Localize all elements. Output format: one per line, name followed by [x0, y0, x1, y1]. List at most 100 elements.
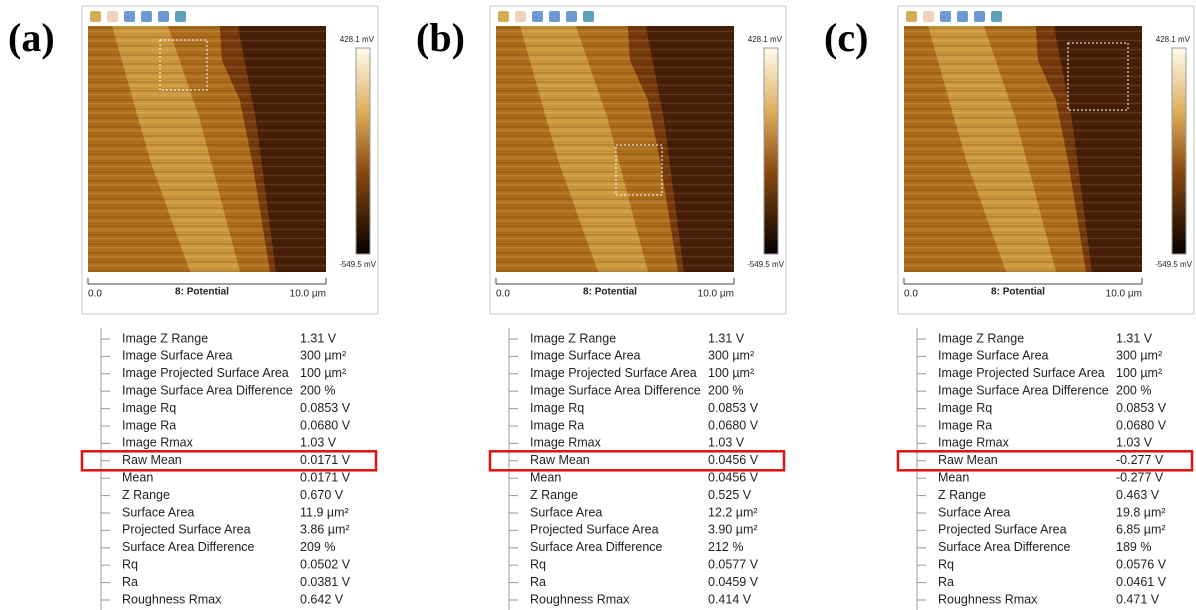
row-value: 0.0459 V	[708, 575, 759, 589]
row-name: Image Surface Area	[530, 349, 641, 363]
x-end: 10.0 µm	[698, 289, 734, 300]
row-value: 300 µm²	[708, 349, 754, 363]
row-name: Projected Surface Area	[938, 523, 1067, 537]
row-name: Image Ra	[122, 418, 176, 432]
x-start: 0.0	[904, 289, 918, 300]
row-value: 212 %	[708, 540, 743, 554]
toolbar-icon	[906, 11, 917, 22]
row-value: 1.03 V	[1116, 436, 1153, 450]
channel: 8: Potential	[175, 287, 229, 298]
row-value: 300 µm²	[300, 349, 346, 363]
row-name: Image Z Range	[530, 331, 616, 345]
row-value: 0.463 V	[1116, 488, 1160, 502]
colorbar-min: -549.5 mV	[339, 260, 377, 269]
toolbar-icon	[124, 11, 135, 22]
row-value: 3.90 µm²	[708, 523, 758, 537]
row-name: Z Range	[530, 488, 578, 502]
row-name: Image Projected Surface Area	[938, 366, 1105, 380]
row-value: 1.03 V	[300, 436, 337, 450]
row-name: Image Z Range	[122, 331, 208, 345]
figure: (a) 428.1 mV -549.5 mV 0.0 8: Potential 10.0 …	[0, 0, 1196, 610]
row-value: 200 %	[1116, 383, 1151, 397]
toolbar-icon	[923, 11, 934, 22]
toolbar-icon	[549, 11, 560, 22]
row-value: 0.471 V	[1116, 592, 1160, 606]
row-value: 3.86 µm²	[300, 523, 350, 537]
row-value: 200 %	[708, 383, 743, 397]
row-name: Surface Area Difference	[122, 540, 255, 554]
row-name: Mean	[122, 470, 153, 484]
row-value: 0.0576 V	[1116, 557, 1167, 571]
toolbar-icon	[991, 11, 1002, 22]
colorbar-min: -549.5 mV	[747, 260, 785, 269]
row-value: 0.0171 V	[300, 470, 351, 484]
row-name: Surface Area Difference	[938, 540, 1071, 554]
toolbar-icon	[957, 11, 968, 22]
row-name: Mean	[530, 470, 561, 484]
toolbar-icon	[498, 11, 509, 22]
row-value: 0.0171 V	[300, 453, 351, 467]
row-value: -0.277 V	[1116, 453, 1164, 467]
row-name: Ra	[122, 575, 138, 589]
row-value: 0.0502 V	[300, 557, 351, 571]
row-value: 189 %	[1116, 540, 1151, 554]
x-end: 10.0 µm	[290, 289, 326, 300]
row-name: Z Range	[122, 488, 170, 502]
colorbar-max: 428.1 mV	[340, 35, 375, 44]
row-value: 209 %	[300, 540, 335, 554]
row-value: 0.0680 V	[300, 418, 351, 432]
row-value: 0.0853 V	[1116, 401, 1167, 415]
row-value: 0.414 V	[708, 592, 752, 606]
row-value: 1.31 V	[708, 331, 745, 345]
toolbar-icon	[158, 11, 169, 22]
row-name: Rq	[530, 557, 546, 571]
row-value: 0.0680 V	[1116, 418, 1167, 432]
row-name: Image Surface Area Difference	[122, 383, 293, 397]
colorbar-max: 428.1 mV	[748, 35, 783, 44]
panel-label: (a)	[8, 15, 55, 60]
row-name: Image Ra	[938, 418, 992, 432]
row-value: 100 µm²	[708, 366, 754, 380]
row-name: Roughness Rmax	[122, 592, 222, 606]
image-stripes	[904, 26, 1142, 272]
row-value: 100 µm²	[1116, 366, 1162, 380]
row-value: 200 %	[300, 383, 335, 397]
row-name: Ra	[938, 575, 954, 589]
row-value: 12.2 µm²	[708, 505, 758, 519]
row-value: 1.31 V	[1116, 331, 1153, 345]
row-value: 0.0456 V	[708, 453, 759, 467]
toolbar-icon	[107, 11, 118, 22]
row-name: Z Range	[938, 488, 986, 502]
row-value: 0.0381 V	[300, 575, 351, 589]
row-value: 0.670 V	[300, 488, 344, 502]
colorbar-max: 428.1 mV	[1156, 35, 1191, 44]
row-value: 0.0577 V	[708, 557, 759, 571]
row-value: 0.0461 V	[1116, 575, 1167, 589]
image-stripes	[496, 26, 734, 272]
row-value: -0.277 V	[1116, 470, 1164, 484]
row-name: Surface Area	[938, 505, 1010, 519]
row-name: Surface Area	[530, 505, 602, 519]
toolbar-icon	[141, 11, 152, 22]
row-name: Surface Area Difference	[530, 540, 663, 554]
row-name: Image Rq	[938, 401, 992, 415]
row-name: Image Z Range	[938, 331, 1024, 345]
row-name: Image Rmax	[122, 436, 194, 450]
panel-label: (b)	[416, 15, 465, 60]
row-name: Image Rq	[530, 401, 584, 415]
colorbar	[764, 48, 778, 254]
colorbar-min: -549.5 mV	[1155, 260, 1193, 269]
panel-label: (c)	[824, 15, 868, 60]
toolbar-icon	[175, 11, 186, 22]
toolbar-icon	[515, 11, 526, 22]
page: {"panels": [ {"label": "(a)", "scale_max…	[0, 0, 1196, 610]
row-name: Image Projected Surface Area	[530, 366, 697, 380]
colorbar	[356, 48, 370, 254]
toolbar-icon	[566, 11, 577, 22]
row-name: Raw Mean	[938, 453, 998, 467]
x-start: 0.0	[496, 289, 510, 300]
row-name: Projected Surface Area	[122, 523, 251, 537]
